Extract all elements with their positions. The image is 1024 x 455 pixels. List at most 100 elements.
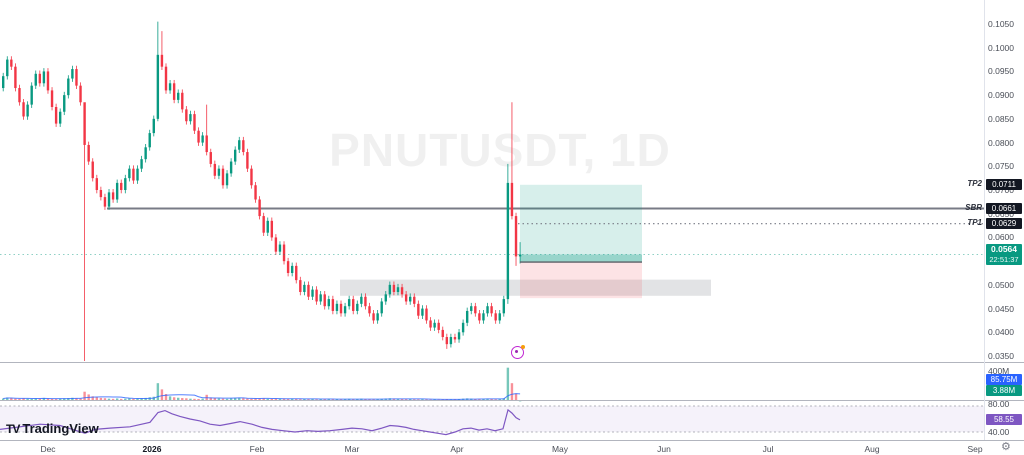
volume-bar	[107, 398, 111, 401]
candle-body	[307, 284, 310, 297]
timezone-settings-gear-icon[interactable]: ⚙	[1001, 441, 1011, 453]
volume-bar	[335, 398, 339, 401]
candle-body	[372, 313, 375, 321]
candle-body	[478, 313, 481, 321]
volume-bar	[360, 398, 363, 401]
volume-bar	[258, 398, 261, 401]
candle-body	[486, 306, 489, 314]
volume-bar	[99, 397, 103, 401]
volume-bar	[486, 398, 489, 401]
volume-bar	[172, 397, 176, 401]
time-tick-label: Feb	[249, 444, 265, 454]
candle-body	[457, 332, 461, 340]
volume-bar	[46, 398, 50, 401]
candle-body	[193, 114, 196, 131]
position-stop-zone[interactable]	[520, 262, 642, 299]
candle-body	[290, 265, 294, 274]
volume-bar	[120, 398, 123, 401]
volume-bar	[144, 397, 147, 401]
candle-body	[400, 287, 404, 295]
candle-body	[18, 88, 21, 103]
candle-body	[34, 73, 37, 86]
volume-bar	[246, 398, 249, 401]
volume-bar	[197, 398, 200, 401]
candle-body	[14, 66, 17, 89]
volume-bar	[83, 391, 86, 401]
candle-body	[286, 261, 290, 274]
candle-body	[22, 102, 25, 117]
bar-countdown: 22:51:37	[989, 255, 1019, 264]
tp2-line-label[interactable]: TP2	[967, 179, 982, 188]
volume-bar	[111, 398, 115, 401]
price-tick-label: 0.0950	[988, 66, 1014, 77]
candle-body	[510, 182, 514, 217]
candle-body	[168, 83, 172, 91]
candle-body	[201, 135, 204, 143]
supply-zone-band[interactable]	[340, 279, 711, 296]
volume-bar	[356, 398, 359, 401]
volume-bar	[2, 398, 5, 401]
candle-body	[148, 133, 151, 148]
candle-body	[103, 197, 107, 207]
candle-body	[335, 303, 339, 311]
price-tick-label: 0.0750	[988, 161, 1014, 172]
time-tick-label: May	[551, 444, 569, 454]
volume-bar	[221, 398, 225, 401]
time-tick-label: Jul	[762, 444, 774, 454]
candle-body	[376, 313, 379, 321]
candle-body	[441, 329, 444, 338]
volume-bar	[470, 398, 473, 401]
volume-ma-badge: 85.75M	[986, 374, 1022, 385]
candle-body	[498, 313, 501, 321]
candle-body	[95, 178, 99, 191]
volume-bar	[95, 397, 99, 401]
volume-bar	[274, 398, 278, 401]
candle-body	[99, 190, 103, 198]
volume-bar	[392, 398, 396, 401]
candle-body	[303, 284, 306, 292]
candle-body	[299, 280, 302, 292]
event-marker-icon[interactable]	[511, 345, 525, 359]
candle-body	[54, 107, 58, 124]
volume-bar	[282, 398, 286, 401]
candle-body	[229, 161, 233, 174]
tradingview-logo[interactable]: TV TradingView	[6, 421, 99, 436]
sbr-line-label[interactable]: SBR	[965, 203, 982, 212]
candle-body	[331, 299, 335, 311]
volume-bar	[250, 398, 253, 401]
candle-body	[26, 104, 29, 117]
candle-body	[160, 54, 164, 67]
candle-body	[75, 69, 78, 86]
candle-body	[185, 109, 188, 122]
volume-bar	[242, 398, 245, 401]
volume-bar	[22, 398, 25, 401]
volume-bar	[209, 397, 212, 401]
candle-body	[274, 237, 278, 252]
candle-body	[295, 265, 298, 281]
candle-body	[128, 168, 131, 179]
candle-body	[46, 71, 50, 91]
volume-bar	[168, 396, 172, 401]
candle-body	[30, 85, 33, 105]
volume-bar	[189, 398, 192, 401]
volume-bar	[58, 398, 62, 401]
candle-body	[343, 306, 347, 314]
tp1-line-label[interactable]: TP1	[967, 218, 982, 227]
candle-body	[282, 244, 286, 262]
volume-bar	[75, 398, 78, 401]
price-tick-label: 0.0800	[988, 137, 1014, 148]
tradingview-logo-text: TradingView	[22, 421, 99, 436]
candle-body	[156, 54, 160, 119]
sbr-price-badge: 0.0661	[986, 203, 1022, 214]
volume-bar	[380, 398, 383, 401]
candle-body	[2, 76, 5, 89]
volume-bar	[502, 398, 506, 401]
tp1-price-badge: 0.0629	[986, 218, 1022, 229]
candle-body	[347, 299, 351, 307]
time-tick-label: Jun	[657, 444, 671, 454]
volume-bar	[461, 398, 465, 401]
last-price-badge: 0.0564 22:51:37	[986, 244, 1022, 265]
volume-bar	[128, 398, 131, 401]
volume-bar	[160, 389, 164, 401]
